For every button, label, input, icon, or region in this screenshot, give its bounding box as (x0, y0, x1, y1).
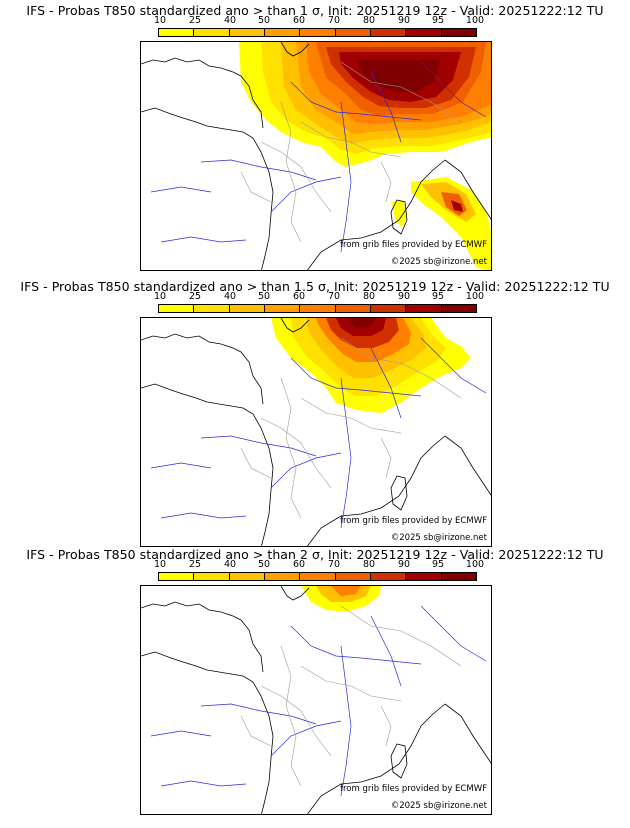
probability-field (239, 42, 491, 270)
colorbar-segment (264, 305, 301, 312)
colorbar-tick-label: 40 (223, 15, 237, 26)
colorbar-labels: 10 25 40 50 60 70 80 90 95 100 (150, 560, 490, 570)
colorbar-segment (194, 573, 230, 580)
colorbar-segment (441, 305, 476, 312)
colorbar-segment (159, 29, 195, 36)
colorbar-segment (441, 29, 476, 36)
colorbar-tick-label: 40 (223, 559, 237, 570)
colorbar-tick-label: 70 (327, 559, 341, 570)
colorbar-tick-label: 60 (292, 15, 306, 26)
colorbar-segment (370, 305, 407, 312)
map-svg (141, 42, 491, 270)
panel-title: IFS - Probas T850 standardized ano > tha… (20, 279, 610, 294)
colorbar-tick-label: 50 (257, 291, 271, 302)
colorbar-tick-label: 50 (257, 15, 271, 26)
borders (240, 337, 462, 519)
borders (240, 605, 462, 787)
data-source-credit: from grib files provided by ECMWF (340, 240, 487, 250)
colorbar-tick-label: 90 (397, 15, 411, 26)
colorbar-labels: 10 25 40 50 60 70 80 90 95 100 (150, 16, 490, 26)
probability-field (271, 318, 471, 413)
colorbar-tick-label: 90 (397, 559, 411, 570)
colorbar-tick-label: 10 (153, 15, 167, 26)
colorbar-labels: 10 25 40 50 60 70 80 90 95 100 (150, 292, 490, 302)
colorbar-tick-label: 80 (362, 291, 376, 302)
colorbar-segment (335, 29, 371, 36)
colorbar-tick-label: 40 (223, 291, 237, 302)
colorbar-segment (335, 573, 371, 580)
rivers (150, 61, 487, 253)
colorbar-segment (194, 29, 230, 36)
colorbar-tick-label: 25 (188, 15, 202, 26)
colorbar-tick-label: 10 (153, 291, 167, 302)
colorbar-tick-label: 95 (431, 559, 445, 570)
colorbar-segment (406, 29, 442, 36)
colorbar-segment (264, 29, 301, 36)
colorbar-tick-label: 25 (188, 559, 202, 570)
panel-1sigma: IFS - Probas T850 standardized ano > tha… (0, 4, 630, 280)
colorbar-tick-label: 80 (362, 559, 376, 570)
colorbar-tick-label: 60 (292, 291, 306, 302)
colorbar-segment (194, 305, 230, 312)
colorbar-segment (370, 29, 407, 36)
coastlines (141, 586, 491, 814)
colorbar-tick-label: 100 (465, 291, 485, 302)
borders (240, 61, 462, 243)
data-source-credit: from grib files provided by ECMWF (340, 516, 487, 526)
colorbar-tick-label: 25 (188, 291, 202, 302)
colorbar-tick-label: 80 (362, 15, 376, 26)
map-svg (141, 318, 491, 546)
colorbar (158, 28, 477, 37)
coastlines (141, 318, 491, 546)
probability-map: from grib files provided by ECMWF ©2025 … (140, 585, 492, 815)
colorbar-segment (406, 305, 442, 312)
colorbar-tick-label: 70 (327, 291, 341, 302)
probability-map: from grib files provided by ECMWF ©2025 … (140, 41, 492, 271)
rivers (150, 605, 487, 797)
site-credit: ©2025 sb@irizone.net (390, 801, 487, 811)
colorbar-tick-label: 95 (431, 15, 445, 26)
panel-1-5sigma: IFS - Probas T850 standardized ano > tha… (0, 280, 630, 556)
colorbar-segment (441, 573, 476, 580)
colorbar (158, 304, 477, 313)
panel-title: IFS - Probas T850 standardized ano > tha… (26, 547, 604, 562)
colorbar-tick-label: 60 (292, 559, 306, 570)
colorbar-segment (300, 305, 336, 312)
colorbar-segment (406, 573, 442, 580)
panel-2sigma: IFS - Probas T850 standardized ano > tha… (0, 548, 630, 824)
colorbar-tick-label: 70 (327, 15, 341, 26)
map-svg (141, 586, 491, 814)
site-credit: ©2025 sb@irizone.net (390, 533, 487, 543)
data-source-credit: from grib files provided by ECMWF (340, 784, 487, 794)
probability-map: from grib files provided by ECMWF ©2025 … (140, 317, 492, 547)
colorbar-segment (300, 573, 336, 580)
colorbar-tick-label: 50 (257, 559, 271, 570)
colorbar-tick-label: 100 (465, 559, 485, 570)
colorbar-segment (229, 573, 265, 580)
colorbar-segment (370, 573, 407, 580)
colorbar-tick-label: 95 (431, 291, 445, 302)
colorbar-tick-label: 100 (465, 15, 485, 26)
colorbar (158, 572, 477, 581)
colorbar-segment (300, 29, 336, 36)
colorbar-segment (335, 305, 371, 312)
rivers (150, 337, 487, 529)
colorbar-segment (159, 573, 195, 580)
site-credit: ©2025 sb@irizone.net (390, 257, 487, 267)
colorbar-segment (229, 29, 265, 36)
colorbar-tick-label: 10 (153, 559, 167, 570)
colorbar-segment (159, 305, 195, 312)
coastlines (141, 42, 491, 270)
panel-title: IFS - Probas T850 standardized ano > tha… (26, 3, 604, 18)
colorbar-segment (264, 573, 301, 580)
colorbar-tick-label: 90 (397, 291, 411, 302)
probability-field (301, 586, 381, 612)
colorbar-segment (229, 305, 265, 312)
